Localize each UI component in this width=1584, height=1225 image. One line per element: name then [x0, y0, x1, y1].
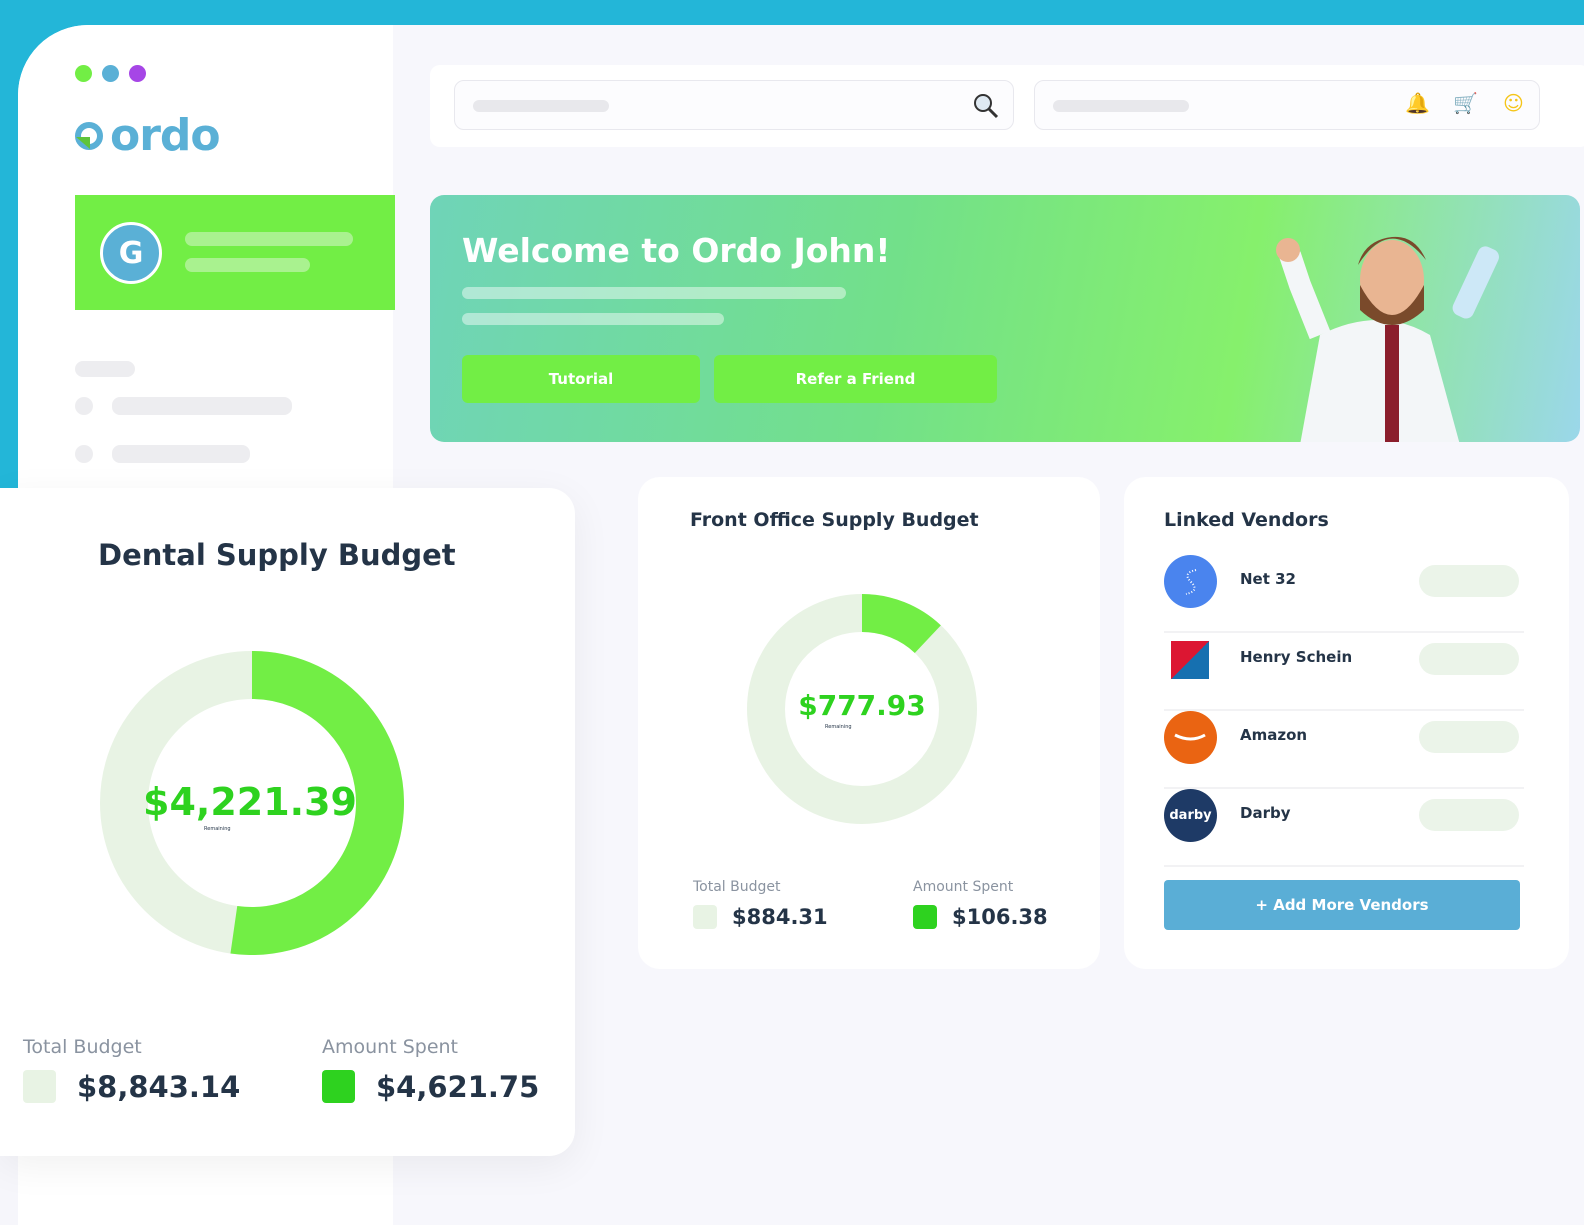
top-bar: 🔔 🛒 ☺ [430, 65, 1584, 147]
front-office-donut [747, 594, 977, 824]
refer-friend-button[interactable]: Refer a Friend [714, 355, 997, 403]
search-input[interactable] [454, 80, 1014, 130]
welcome-banner: Welcome to Ordo John! Tutorial Refer a F… [430, 195, 1580, 442]
window-dot-blue [102, 65, 119, 82]
remaining-value: $4,221.39 [143, 780, 357, 824]
vendor-name: Darby [1240, 804, 1291, 822]
vendor-name: Henry Schein [1240, 648, 1353, 666]
app-window: ordo G 🔔 🛒 ☺ Welcome to Ordo John! Tutor… [18, 25, 1584, 1225]
vendor-status-pill[interactable] [1419, 643, 1519, 675]
henry-schein-logo-icon [1171, 641, 1209, 679]
window-dot-purple [129, 65, 146, 82]
smiley-icon[interactable]: ☺ [1503, 91, 1524, 115]
vendor-henry-schein[interactable]: Henry Schein [1164, 633, 1524, 711]
spent-swatch [913, 905, 937, 929]
search-icon[interactable] [972, 92, 1000, 120]
bell-icon[interactable]: 🔔 [1405, 91, 1430, 115]
vendor-amazon[interactable]: Amazon [1164, 711, 1524, 789]
secondary-search[interactable]: 🔔 🛒 ☺ [1034, 80, 1540, 130]
vendor-darby[interactable]: darby Darby [1164, 789, 1524, 867]
card-title: Dental Supply Budget [98, 538, 456, 572]
banner-title: Welcome to Ordo John! [462, 231, 891, 270]
amount-spent-value: $106.38 [952, 905, 1048, 929]
remaining-label: Remaining [825, 724, 852, 730]
amount-spent-label: Amount Spent [913, 879, 1014, 895]
nav-placeholder [75, 361, 135, 377]
total-swatch [23, 1070, 56, 1103]
window-dot-green [75, 65, 92, 82]
spent-swatch [322, 1070, 355, 1103]
nav-icon [75, 445, 93, 463]
logo-text: ordo [110, 110, 221, 161]
total-budget-label: Total Budget [693, 879, 781, 895]
card-title: Linked Vendors [1164, 509, 1329, 531]
vendor-net32[interactable]: Net 32 [1164, 555, 1524, 633]
nav-icon [75, 397, 93, 415]
vendor-status-pill[interactable] [1419, 721, 1519, 753]
avatar: G [100, 222, 162, 284]
ordo-logo[interactable]: ordo [74, 110, 221, 161]
total-budget-value: $884.31 [732, 905, 828, 929]
dental-donut [100, 651, 404, 955]
add-more-vendors-button[interactable]: + Add More Vendors [1164, 880, 1520, 930]
amazon-logo-icon [1164, 711, 1217, 764]
amount-spent-label: Amount Spent [322, 1036, 459, 1058]
total-swatch [693, 905, 717, 929]
spent-slice [861, 594, 941, 654]
placeholder-line [185, 258, 310, 272]
card-title: Front Office Supply Budget [690, 509, 979, 531]
dentist-character-illustration [1276, 236, 1499, 442]
spent-slice [230, 651, 404, 955]
user-card[interactable]: G [75, 195, 395, 310]
vendor-status-pill[interactable] [1419, 565, 1519, 597]
nav-item[interactable] [112, 445, 250, 463]
amount-spent-value: $4,621.75 [376, 1070, 540, 1104]
vendor-name: Amazon [1240, 726, 1308, 744]
cart-icon[interactable]: 🛒 [1453, 91, 1478, 115]
nav-item[interactable] [112, 397, 292, 415]
remaining-value: $777.93 [798, 689, 926, 722]
dental-budget-card: Dental Supply Budget $4,221.39 Remaining… [0, 488, 575, 1156]
logo-mark-icon [75, 121, 103, 150]
net32-logo-icon [1164, 555, 1217, 608]
darby-logo-icon: darby [1164, 789, 1217, 842]
vendor-name: Net 32 [1240, 570, 1296, 588]
vendor-status-pill[interactable] [1419, 799, 1519, 831]
front-office-budget-card: Front Office Supply Budget $777.93 Remai… [638, 477, 1100, 969]
linked-vendors-card: Linked Vendors Net 32 Henry Schein Amazo… [1124, 477, 1569, 969]
tutorial-button[interactable]: Tutorial [462, 355, 700, 403]
placeholder-line [185, 232, 353, 246]
total-budget-value: $8,843.14 [77, 1070, 241, 1104]
remaining-label: Remaining [204, 826, 231, 832]
total-budget-label: Total Budget [23, 1036, 142, 1058]
